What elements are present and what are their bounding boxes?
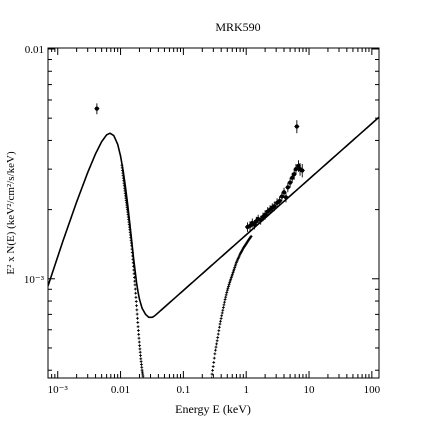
chart-title: MRK590 [215,20,260,34]
series-model-soft-component [48,132,156,319]
plot-frame [47,47,380,379]
data-point [296,163,301,168]
x-axis-label: Energy E (keV) [175,402,251,416]
data-point [300,168,305,173]
plot-area [47,47,380,379]
data-point [258,218,263,223]
data-point [279,194,284,199]
x-tick-label: 1 [243,384,249,396]
ticks-layer [47,48,379,378]
series-model-powerlaw [154,116,379,317]
data-point [283,195,289,200]
data-point [294,124,299,129]
data-point [252,222,257,227]
data-point [290,175,295,180]
data-point [292,172,297,177]
y-axis-label: E² x N(E) (keV²/cm²/s/keV) [5,151,17,275]
data-point [94,106,99,111]
x-tick-label: 0.01 [111,384,130,396]
data-point [285,185,290,190]
y-tick-labels: 10⁻³ 0.01 [24,44,45,286]
data-point [272,204,277,209]
data-point [277,198,282,204]
x-tick-label: 10⁻³ [48,384,69,396]
series-layer [48,103,379,378]
data-point [247,223,253,228]
x-tick-label: 100 [364,384,381,396]
data-point [293,167,299,172]
data-point [263,212,268,217]
x-tick-labels: 10⁻³ 0.01 0.1 1 10 100 [48,384,381,396]
x-tick-label: 10 [304,384,316,396]
data-point [281,190,287,195]
x-tick-label: 0.1 [177,384,191,396]
y-tick-label: 0.01 [25,44,44,56]
y-tick-label: 10⁻³ [24,274,45,286]
data-point [288,180,293,185]
